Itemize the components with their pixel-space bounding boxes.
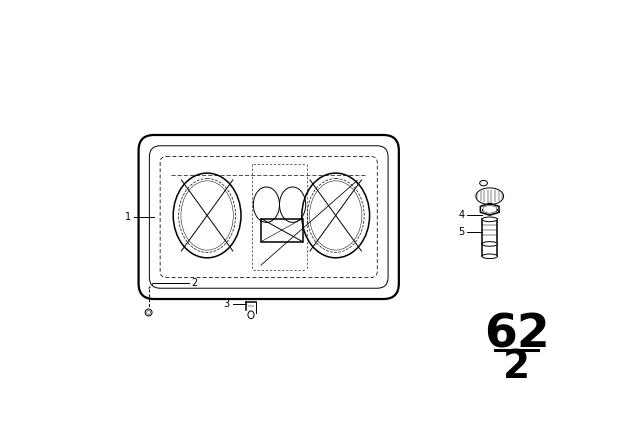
Ellipse shape <box>482 254 497 258</box>
Bar <box>261 219 303 241</box>
Text: 62: 62 <box>484 312 550 358</box>
Ellipse shape <box>482 241 497 246</box>
Text: 5: 5 <box>458 227 464 237</box>
Ellipse shape <box>482 217 497 222</box>
Text: 1: 1 <box>125 212 131 222</box>
Bar <box>482 244 497 256</box>
Text: 4: 4 <box>458 211 464 220</box>
Bar <box>482 220 497 244</box>
Text: 2: 2 <box>192 278 198 288</box>
Text: 2: 2 <box>503 348 530 386</box>
Text: 3: 3 <box>223 299 230 309</box>
